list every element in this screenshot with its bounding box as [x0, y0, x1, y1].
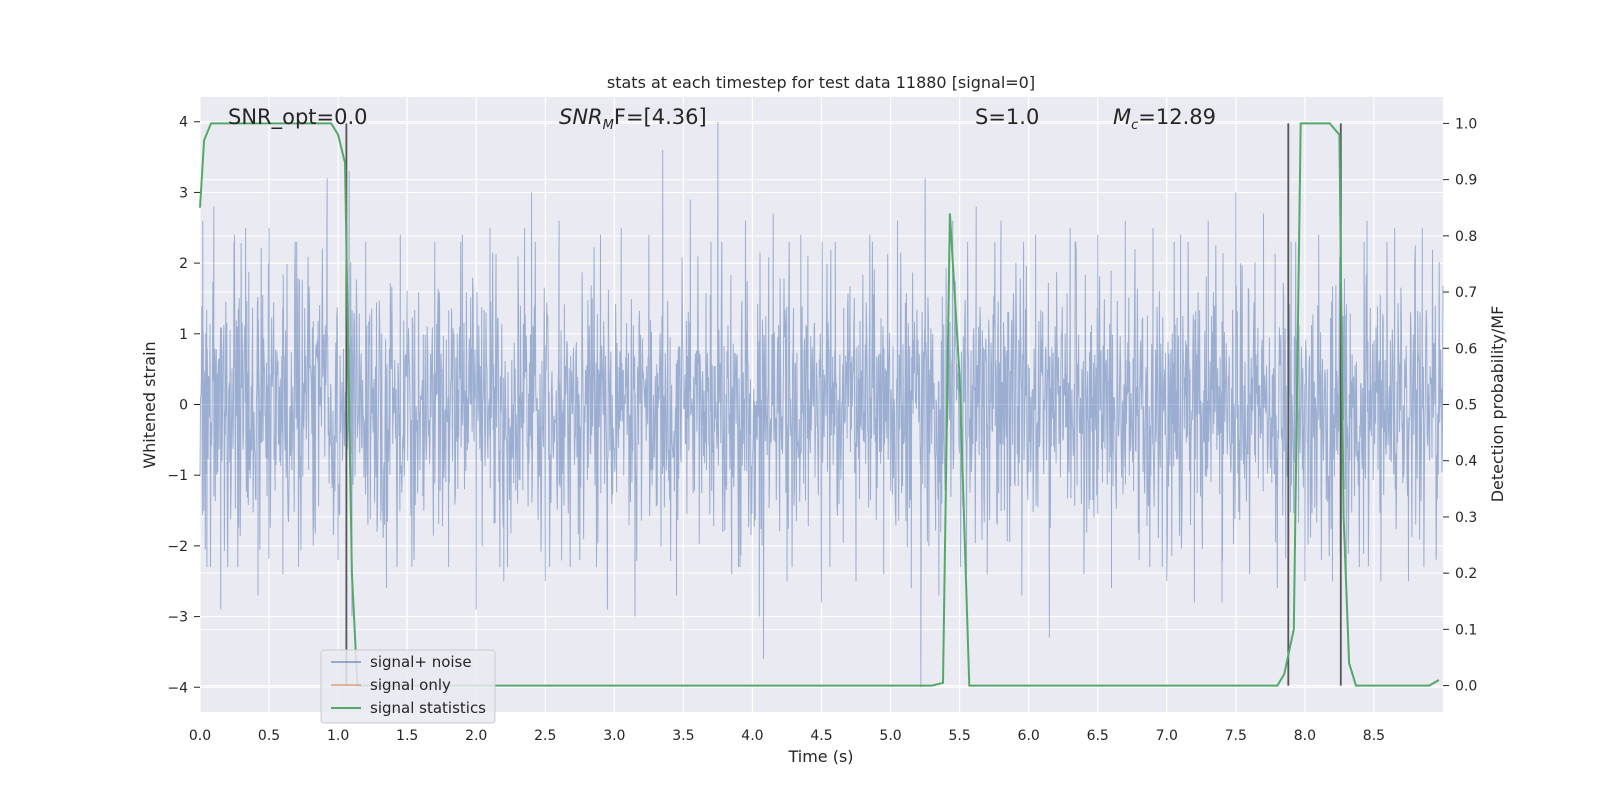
x-tick-label-7: 3.5 — [672, 728, 694, 744]
y2-tick-label-8: 0.2 — [1455, 566, 1477, 582]
x-tick-label-16: 8.0 — [1294, 728, 1316, 744]
y2-tick-label-3: 0.7 — [1455, 285, 1477, 301]
x-tick-label-8: 4.0 — [741, 728, 763, 744]
y-tick-label-6: −2 — [167, 539, 188, 555]
y-tick-label-0: 4 — [179, 115, 188, 131]
x-tick-label-0: 0.0 — [189, 728, 211, 744]
y-tick-label-8: −4 — [167, 680, 188, 696]
x-tick-label-6: 3.0 — [603, 728, 625, 744]
x-tick-label-3: 1.5 — [396, 728, 418, 744]
y2-tick-label-9: 0.1 — [1455, 622, 1477, 638]
x-tick-label-17: 8.5 — [1363, 728, 1385, 744]
x-tick-label-14: 7.0 — [1156, 728, 1178, 744]
x-tick-label-1: 0.5 — [258, 728, 280, 744]
x-axis: 0.0 0.5 1.0 1.5 2.0 2.5 3.0 3.5 4.0 4.5 5.0 5.5 6.0 6… — [189, 728, 1385, 744]
annotation-mc: Mc=12.89 — [1113, 105, 1216, 133]
annotation-snr-mf-main: SNR — [559, 105, 603, 129]
y2-tick-label-2: 0.8 — [1455, 229, 1477, 245]
legend-label-signal-noise: signal+ noise — [370, 653, 472, 671]
annotation-snr-mf-sub: M — [603, 118, 614, 133]
y2-tick-label-5: 0.5 — [1455, 398, 1477, 414]
y2-axis-label: Detection probability/MF — [1488, 306, 1507, 503]
annotation-s: S=1.0 — [975, 105, 1039, 129]
chart-title: stats at each timestep for test data 118… — [607, 73, 1035, 92]
series-signal-statistics — [199, 122, 1440, 687]
y-tick-label-7: −3 — [167, 610, 188, 626]
y2-tick-label-10: 0.0 — [1455, 679, 1477, 695]
legend: signal+ noise signal only signal statist… — [320, 649, 496, 724]
y-tick-label-3: 1 — [179, 327, 188, 343]
annotation-snr-mf: SNRMF=[4.36] — [559, 105, 707, 133]
annotation-mc-sub: c — [1131, 118, 1138, 133]
y2-tick-label-7: 0.3 — [1455, 510, 1477, 526]
annotation-snr-opt: SNR_opt=0.0 — [228, 105, 368, 130]
y2-tick-label-1: 0.9 — [1455, 173, 1477, 189]
y2-tick-label-4: 0.6 — [1455, 341, 1477, 357]
x-tick-label-2: 1.0 — [327, 728, 349, 744]
x-tick-label-10: 5.0 — [879, 728, 901, 744]
y-axis-label: Whitened strain — [140, 341, 159, 468]
annotation-mc-tail: =12.89 — [1138, 105, 1216, 129]
x-tick-label-12: 6.0 — [1018, 728, 1040, 744]
y-tick-label-5: −1 — [167, 468, 188, 484]
x-tick-label-15: 7.5 — [1225, 728, 1247, 744]
y-axis-right: 1.0 0.9 0.8 0.7 0.6 0.5 0.4 0.3 0.2 0.1 0.0 — [1443, 116, 1477, 695]
series-signal-noise — [199, 121, 1444, 688]
legend-label-signal-only: signal only — [370, 676, 451, 694]
signal-statistics-line — [199, 122, 1440, 687]
x-tick-label-13: 6.5 — [1087, 728, 1109, 744]
x-tick-label-9: 4.5 — [810, 728, 832, 744]
legend-label-signal-statistics: signal statistics — [370, 699, 486, 717]
annotation-mc-main: M — [1113, 105, 1131, 129]
x-axis-label: Time (s) — [787, 747, 853, 766]
y-tick-label-1: 3 — [179, 185, 188, 201]
y-axis-left: 4 3 2 1 0 −1 −2 −3 −4 — [167, 115, 200, 696]
x-tick-label-4: 2.0 — [465, 728, 487, 744]
x-tick-label-11: 5.5 — [948, 728, 970, 744]
y-tick-label-2: 2 — [179, 256, 188, 272]
annotation-snr-mf-tail: F=[4.36] — [614, 105, 707, 129]
y2-tick-label-6: 0.4 — [1455, 454, 1477, 470]
x-tick-label-5: 2.5 — [534, 728, 556, 744]
y2-tick-label-0: 1.0 — [1455, 116, 1477, 132]
legend-box — [320, 649, 496, 724]
signal-noise-trace — [199, 121, 1444, 688]
y-tick-label-4: 0 — [179, 398, 188, 414]
